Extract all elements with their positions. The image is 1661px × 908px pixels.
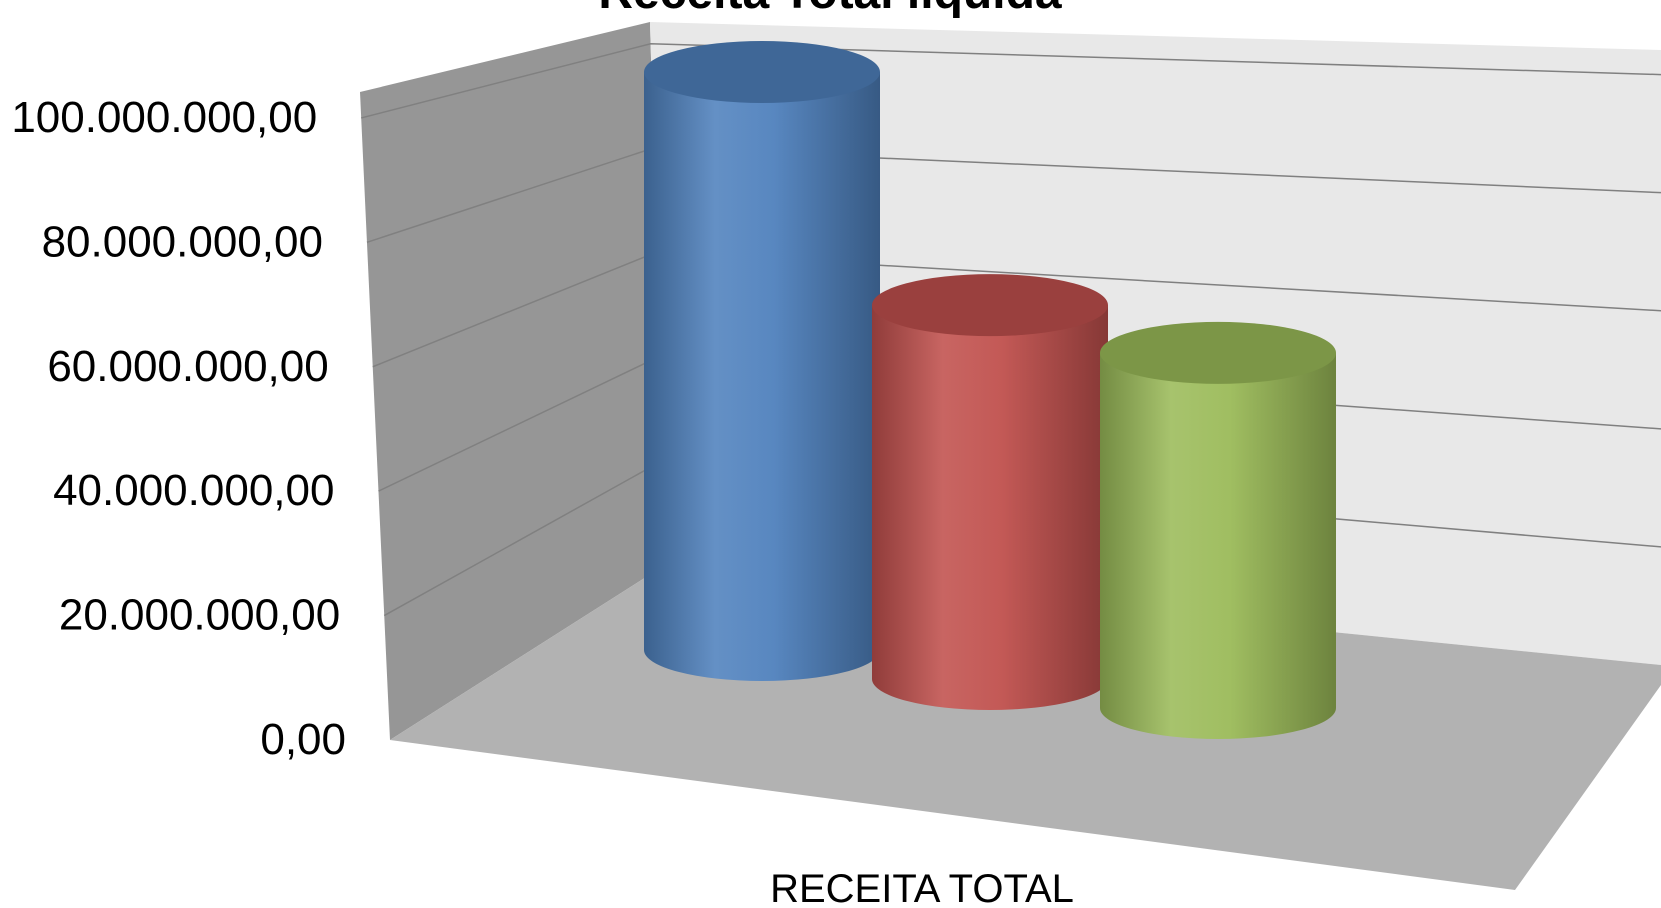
gridline xyxy=(361,42,1661,119)
bars xyxy=(644,41,1336,739)
bar-body xyxy=(872,305,1108,710)
side-wall xyxy=(360,22,665,740)
y-tick-label: 100.000.000,00 xyxy=(11,93,317,142)
y-tick-label: 60.000.000,00 xyxy=(47,342,328,391)
bar-body xyxy=(1100,352,1336,739)
bar-body xyxy=(644,72,880,681)
x-category-label: RECEITA TOTAL xyxy=(770,867,1074,908)
y-tick-label: 80.000.000,00 xyxy=(42,217,323,266)
y-axis-ticks: 0,00 20.000.000,00 40.000.000,00 60.000.000… xyxy=(11,93,346,764)
bar-cylinder xyxy=(872,274,1108,710)
y-tick-label: 40.000.000,00 xyxy=(53,466,334,515)
bar-cylinder xyxy=(1100,321,1336,739)
bar-top xyxy=(872,274,1108,337)
bar-top xyxy=(644,41,880,103)
bar-cylinder xyxy=(644,41,880,681)
y-tick-label: 0,00 xyxy=(260,715,346,764)
chart-title: Receita Total líquida xyxy=(598,0,1062,19)
bar-top xyxy=(1100,321,1336,384)
y-tick-label: 20.000.000,00 xyxy=(59,591,340,640)
